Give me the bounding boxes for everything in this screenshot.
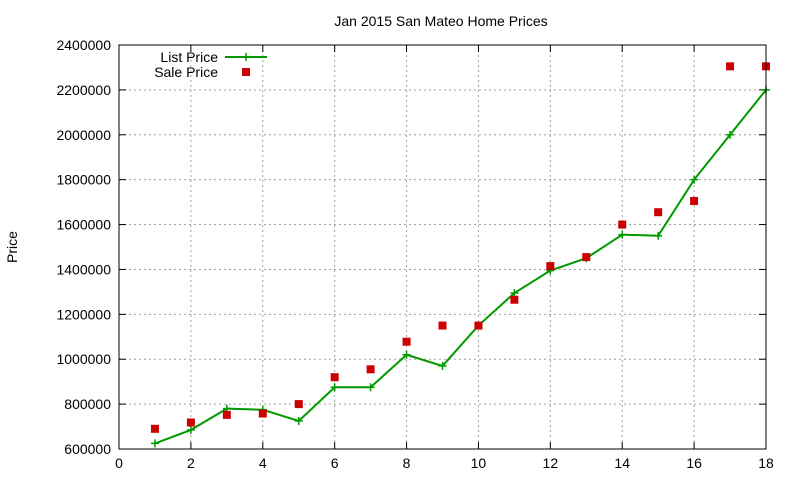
legend-marker-sale-price [242, 68, 250, 76]
y-tick-label: 2200000 [56, 82, 111, 98]
list-price-point [510, 289, 519, 298]
list-price-point [366, 383, 375, 392]
legend-marker-list-price [242, 53, 250, 61]
y-tick-label: 1400000 [56, 261, 111, 277]
list-price-point [618, 230, 627, 239]
y-tick-label: 800000 [64, 396, 111, 412]
x-tick-label: 8 [403, 455, 411, 471]
y-tick-label: 2000000 [56, 127, 111, 143]
sale-price-point [474, 321, 483, 330]
sale-price-point [402, 337, 411, 346]
list-price-point [726, 130, 735, 139]
x-tick-label: 18 [758, 455, 774, 471]
sale-price-point [618, 220, 627, 229]
sale-price-point [582, 253, 591, 262]
x-tick-label: 6 [331, 455, 339, 471]
y-tick-label: 2400000 [56, 37, 111, 53]
x-tick-label: 10 [471, 455, 487, 471]
list-price-point [150, 439, 159, 448]
list-price-point [330, 383, 339, 392]
sale-price-point [690, 196, 699, 205]
y-tick-label: 1000000 [56, 351, 111, 367]
list-price-point [690, 175, 699, 184]
sale-price-point [222, 410, 231, 419]
grid [119, 45, 766, 449]
x-tick-label: 12 [543, 455, 559, 471]
sale-price-point [654, 208, 663, 217]
y-axis-label: Price [4, 231, 20, 263]
list-price-point [402, 350, 411, 359]
x-tick-label: 0 [115, 455, 123, 471]
sale-price-point [330, 373, 339, 382]
y-tick-label: 600000 [64, 441, 111, 457]
sale-price-point [546, 262, 555, 271]
x-tick-label: 14 [614, 455, 630, 471]
sale-price-point [366, 365, 375, 374]
sale-price-point [510, 295, 519, 304]
sale-price-point [186, 418, 195, 427]
y-tick-label: 1200000 [56, 306, 111, 322]
sale-price-point [438, 321, 447, 330]
y-tick-label: 1600000 [56, 217, 111, 233]
plot-border [118, 44, 767, 450]
sale-price-point [258, 409, 267, 418]
x-tick-label: 4 [259, 455, 267, 471]
list-price-point [294, 416, 303, 425]
axis-ticks: 600000 800000 1000000 1200000 1400000 1600000… [56, 37, 774, 471]
sale-price-point [726, 62, 735, 71]
legend-label-list-price: List Price [160, 49, 218, 65]
legend-label-sale-price: Sale Price [154, 64, 218, 80]
x-tick-label: 2 [187, 455, 195, 471]
plot-area [150, 62, 770, 448]
list-price-line [154, 89, 767, 445]
sale-price-point [294, 400, 303, 409]
list-price-point [438, 361, 447, 370]
list-price-point [186, 425, 195, 434]
x-tick-label: 16 [686, 455, 702, 471]
y-tick-label: 1800000 [56, 172, 111, 188]
list-price-point [654, 231, 663, 240]
chart-title: Jan 2015 San Mateo Home Prices [334, 13, 547, 29]
sale-price-point [150, 424, 159, 433]
